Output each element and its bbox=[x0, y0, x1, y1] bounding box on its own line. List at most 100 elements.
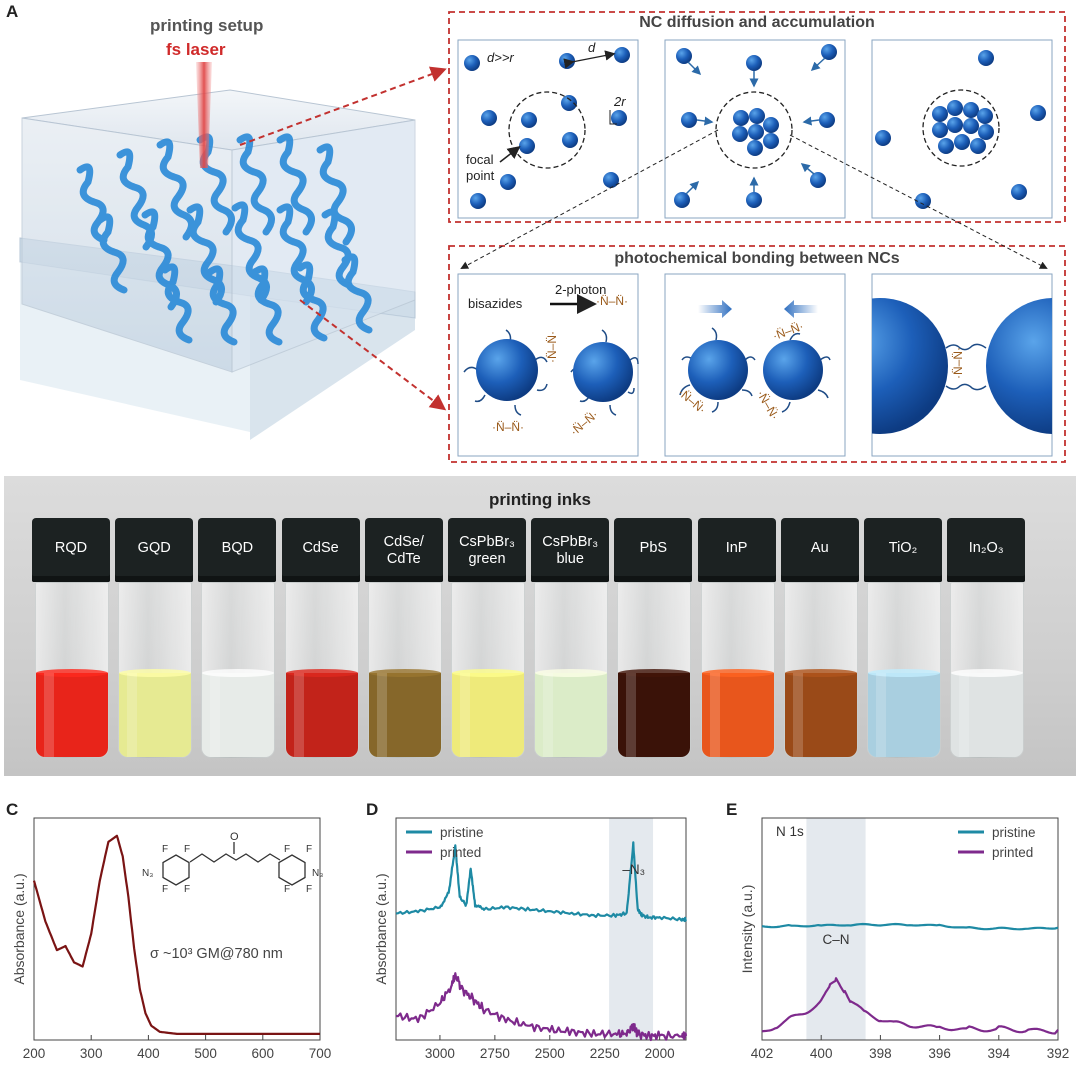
x-tick-label: 398 bbox=[869, 1046, 892, 1061]
vial-glass bbox=[700, 582, 775, 758]
vial-label: BQD bbox=[198, 540, 276, 557]
vial-meniscus bbox=[868, 669, 940, 677]
molecule-ring-right bbox=[278, 854, 306, 886]
vial-label: CsPbBr₃ green bbox=[448, 534, 526, 568]
vial-liquid bbox=[368, 669, 441, 757]
vial-label: CsPbBr₃ blue bbox=[531, 534, 609, 568]
panel-label-d: D bbox=[366, 800, 379, 819]
vial-cap: Au bbox=[780, 518, 859, 582]
vial-cap: In₂O₃ bbox=[947, 518, 1026, 582]
series-line-absorbance-c bbox=[32, 834, 320, 1035]
vial-label-line1: CsPbBr₃ bbox=[459, 534, 515, 550]
vial-cap: CsPbBr₃ blue bbox=[531, 518, 610, 582]
vial-liquid bbox=[202, 669, 275, 757]
vial-label-line1: TiO₂ bbox=[888, 540, 918, 556]
x-tick-label: 400 bbox=[810, 1046, 833, 1061]
vial-cap: PbS bbox=[614, 518, 693, 582]
vial-glass bbox=[35, 582, 109, 758]
vial-label-line1: CdSe/ bbox=[383, 534, 424, 550]
series-line-printed-e bbox=[761, 977, 1059, 1035]
vial-label: CdSe/CdTe bbox=[365, 534, 443, 568]
molecule-f-atom: F bbox=[184, 844, 190, 855]
legend-label-printed-e: printed bbox=[992, 845, 1033, 860]
molecule-n3-left: N₃ bbox=[142, 868, 153, 879]
vial-cap: CsPbBr₃ green bbox=[448, 518, 526, 582]
vial-liquid bbox=[784, 669, 857, 757]
vial-glass bbox=[284, 582, 359, 758]
vial-liquid bbox=[285, 669, 358, 757]
vial-glass bbox=[950, 582, 1025, 758]
vial-label-line1: CdSe bbox=[302, 540, 339, 556]
sigma-annotation: σ ~10³ GM@780 nm bbox=[150, 946, 283, 962]
vial-liquid bbox=[951, 669, 1024, 757]
molecule-f-atom: F bbox=[284, 884, 290, 895]
panel-label-a: A bbox=[6, 2, 19, 21]
nitrene-label-8: ·N̈–N̈· bbox=[951, 347, 965, 379]
x-axis-label-e: Binding energy (eV) bbox=[848, 1065, 972, 1068]
printing-inks-title: printing inks bbox=[489, 490, 591, 509]
x-tick-label: 396 bbox=[928, 1046, 951, 1061]
vial-9: InP bbox=[697, 518, 776, 758]
vial-label-line2: green bbox=[468, 551, 506, 567]
vial-label-line1: RQD bbox=[54, 540, 88, 556]
vial-glass bbox=[367, 582, 442, 758]
vial-glass bbox=[201, 582, 276, 758]
vial-meniscus bbox=[535, 669, 608, 677]
series-line-pristine-e bbox=[761, 922, 1059, 931]
vial-cap: InP bbox=[697, 518, 776, 582]
diffusion-title: NC diffusion and accumulation bbox=[639, 14, 875, 31]
vial-liquid bbox=[618, 669, 691, 757]
vial-meniscus bbox=[784, 669, 857, 677]
vial-cap: TiO₂ bbox=[864, 518, 942, 582]
legend-label-pristine-e: pristine bbox=[992, 825, 1036, 840]
plot-frame-c bbox=[33, 817, 321, 1041]
vial-liquid bbox=[452, 669, 524, 757]
vial-liquid bbox=[119, 669, 192, 757]
molecule-f-atom: F bbox=[306, 844, 312, 855]
panel-label-c: C bbox=[6, 800, 19, 819]
molecule-f-atom: F bbox=[162, 884, 168, 895]
focal-text: focal bbox=[466, 152, 494, 167]
y-axis-label-d: Absorbance (a.u.) bbox=[373, 873, 389, 984]
vial-label: CdSe bbox=[282, 540, 360, 557]
molecule-f-atom: F bbox=[284, 844, 290, 855]
x-tick-label: 2000 bbox=[645, 1046, 675, 1061]
molecule-o-atom: O bbox=[230, 831, 239, 843]
vial-glass bbox=[783, 582, 858, 758]
vial-meniscus bbox=[285, 669, 358, 677]
vial-liquid bbox=[36, 669, 108, 757]
molecule-chain bbox=[189, 853, 281, 863]
vial-cap: GQD bbox=[115, 518, 194, 582]
x-tick-label: 500 bbox=[194, 1046, 217, 1061]
x-tick-label: 394 bbox=[988, 1046, 1011, 1061]
two-r-label: 2r bbox=[614, 94, 626, 109]
vial-label-line1: CsPbBr₃ bbox=[542, 534, 599, 550]
panel-a-graphic bbox=[19, 11, 1066, 463]
molecule-f-atom: F bbox=[162, 844, 168, 855]
vial-8: PbS bbox=[614, 518, 693, 758]
molecule-n3-right: N₃ bbox=[312, 868, 323, 879]
vial-meniscus bbox=[202, 669, 275, 677]
vial-glass bbox=[617, 582, 692, 758]
vial-cap: CdSe bbox=[281, 518, 360, 582]
x-axis-label-c: Wavelength (nm) bbox=[124, 1065, 230, 1068]
vial-label: TiO₂ bbox=[864, 540, 942, 557]
x-tick-label: 200 bbox=[23, 1046, 46, 1061]
vial-label-line1: GQD bbox=[137, 540, 171, 556]
n3-annotation: –N₃ bbox=[622, 862, 645, 877]
charts-area: 200 300 400 500 600 700 Wavelength (nm) Absorba… bbox=[11, 817, 1069, 1068]
x-axis-label-d: Wavenumber (cm⁻¹) bbox=[478, 1065, 605, 1068]
vial-glass bbox=[867, 582, 941, 758]
molecule-ring-left bbox=[162, 854, 190, 886]
x-tick-label: 402 bbox=[751, 1046, 774, 1061]
fs-laser-label: fs laser bbox=[166, 40, 226, 59]
vial-4: CdSe bbox=[281, 518, 360, 758]
vial-1: RQD bbox=[32, 518, 110, 758]
panel-label-e: E bbox=[726, 800, 738, 819]
vial-label-line1: In₂O₃ bbox=[968, 540, 1004, 556]
bonding-title: photochemical bonding between NCs bbox=[614, 250, 900, 267]
vial-label: GQD bbox=[115, 540, 193, 557]
vial-5: CdSe/CdTe bbox=[364, 518, 443, 758]
n1s-label: N 1s bbox=[776, 824, 804, 839]
plot-frame-d bbox=[395, 817, 687, 1041]
